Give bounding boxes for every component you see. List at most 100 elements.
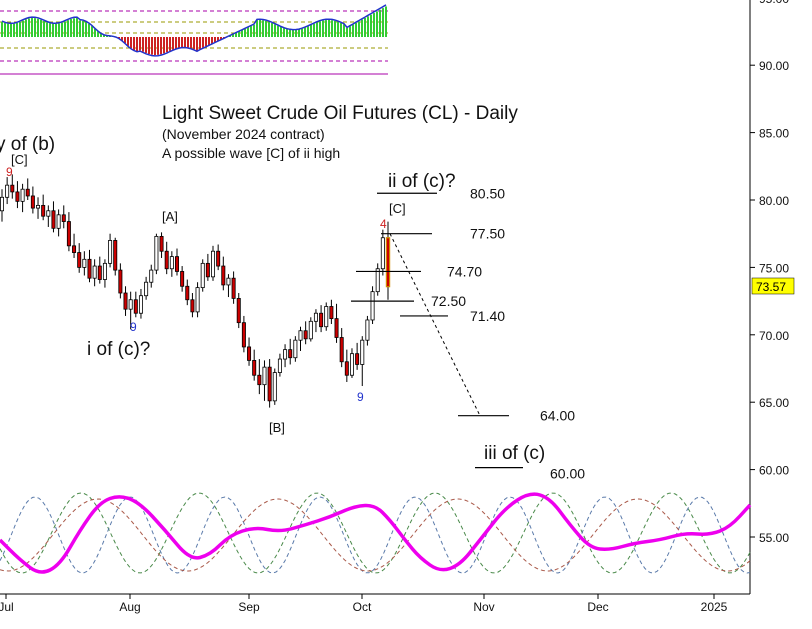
candle: [41, 194, 46, 221]
candle: [10, 174, 15, 199]
y-tick-label: 65.00: [759, 396, 789, 410]
candle: [288, 338, 293, 365]
candlestick-series: [0, 174, 391, 408]
candle: [154, 233, 159, 275]
candle: [283, 344, 288, 368]
candle-body: [10, 184, 15, 193]
last-price-label: 73.57: [756, 280, 786, 294]
candle-body: [113, 240, 118, 271]
candle: [293, 336, 298, 362]
candle-body: [236, 298, 241, 324]
candle-body: [164, 250, 169, 270]
wave-label-i-of-c: i of (c)?: [87, 339, 150, 360]
candle-body: [339, 337, 344, 363]
candle: [195, 282, 200, 318]
candle-body: [319, 312, 324, 328]
candle: [36, 197, 41, 219]
candle: [205, 253, 210, 281]
candle-body: [288, 349, 293, 359]
candle: [25, 178, 30, 200]
candle: [118, 263, 123, 299]
candle-body: [185, 285, 190, 301]
candle-body: [0, 196, 4, 212]
x-tick-label: Aug: [119, 600, 140, 614]
count-marker-9-high: 9: [6, 165, 13, 179]
candle-body: [247, 346, 252, 361]
candle-body: [56, 214, 61, 229]
candle: [375, 263, 380, 296]
price-level-label: 77.50: [470, 226, 505, 242]
y-tick-label: 60.00: [759, 464, 789, 478]
oscillator-line: [1, 4, 387, 57]
count-marker-4: 4: [380, 217, 387, 231]
candle-body: [221, 265, 226, 286]
price-level-label: 74.70: [447, 263, 482, 279]
wave-label-a: [A]: [162, 209, 178, 224]
x-tick-label: Nov: [473, 600, 494, 614]
candle-body: [344, 361, 349, 376]
y-tick-label: 70.00: [759, 329, 789, 343]
candle-body: [241, 322, 246, 348]
wave-label-iii-of-c: iii of (c): [484, 443, 545, 464]
candle-body: [334, 318, 339, 338]
x-tick-label: 2025: [701, 600, 728, 614]
candle-body: [87, 258, 92, 279]
candle-body: [174, 256, 179, 272]
candle-body: [375, 268, 380, 293]
candle-body: [277, 358, 282, 373]
candle-body: [97, 265, 102, 280]
candle-body: [128, 299, 133, 310]
candle-body: [180, 271, 185, 287]
y-axis-ticks: 55.00 60.00 65.00 70.00 75.00 80.00 85.00 90.00…: [750, 0, 789, 545]
x-tick-label: Dec: [587, 600, 608, 614]
candle: [138, 288, 143, 319]
candle: [174, 248, 179, 276]
candle-body: [46, 210, 51, 217]
candle-body: [51, 210, 56, 229]
candle-body: [329, 306, 334, 320]
candle: [360, 336, 365, 387]
candle-body: [149, 269, 154, 283]
candle: [61, 205, 66, 229]
candle: [247, 337, 252, 366]
candle: [108, 233, 113, 268]
candle-body: [138, 295, 143, 314]
chart-subtitle-1: (November 2024 contract): [162, 126, 325, 142]
candle-body: [72, 245, 77, 253]
candle-body: [252, 360, 257, 376]
x-axis-ticks: Jul Aug Sep Oct Nov Dec 2025: [0, 594, 728, 614]
candle: [221, 256, 226, 291]
candle-body: [154, 235, 159, 271]
candle: [46, 205, 51, 227]
y-tick-label: 55.00: [759, 531, 789, 545]
candle: [298, 326, 303, 351]
oscillator-panel: [0, 4, 388, 75]
candle-body: [257, 374, 262, 386]
candle: [277, 353, 282, 377]
candle: [267, 359, 272, 408]
candle: [113, 237, 118, 276]
candle: [241, 315, 246, 353]
chart-subtitle-2: A possible wave [C] of ii high: [162, 145, 340, 161]
candle-body: [283, 349, 288, 360]
price-level-label: 72.50: [431, 293, 466, 309]
candle-body: [226, 277, 231, 286]
x-tick-label: Oct: [353, 600, 372, 614]
candle: [149, 264, 154, 288]
candle: [180, 266, 185, 292]
y-tick-label: 95.00: [759, 0, 789, 6]
candle-body: [211, 250, 216, 278]
candle-body: [205, 262, 210, 278]
price-level-label: 64.00: [540, 408, 575, 424]
candle-body: [102, 262, 107, 280]
candle: [164, 241, 169, 275]
candle-body: [108, 240, 113, 264]
candle: [252, 349, 257, 381]
candle: [0, 189, 4, 222]
candle-body: [82, 258, 87, 268]
candle: [339, 328, 344, 368]
candle: [185, 279, 190, 306]
composite-cycle-line: [0, 492, 752, 574]
candle-body: [360, 339, 365, 365]
candle-body: [123, 292, 128, 310]
